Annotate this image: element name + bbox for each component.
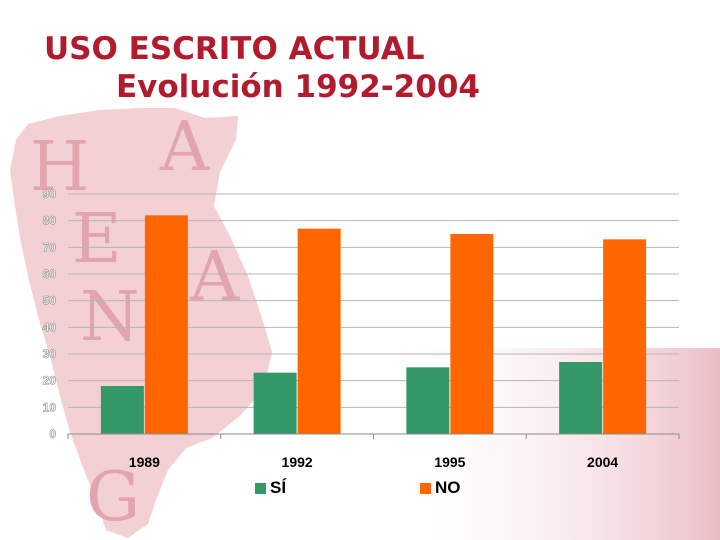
watermark-letter: A [159, 108, 210, 187]
x-tick-label: 1992 [282, 454, 313, 470]
watermark-letter: G [86, 458, 140, 537]
bar-no-2004 [603, 239, 647, 434]
legend-swatch-no [420, 482, 431, 494]
bar-no-1995 [450, 234, 494, 434]
x-tick-label: 2004 [587, 454, 618, 470]
bar-si-1995 [406, 367, 450, 434]
y-tick-label: 80 [43, 214, 57, 228]
watermark-letter: N [80, 278, 140, 357]
region-map-shape [10, 108, 272, 538]
chart-bars [100, 215, 647, 434]
bar-no-1992 [297, 228, 341, 434]
watermark-letter: E [72, 200, 122, 279]
bar-si-1989 [100, 386, 144, 434]
x-tick-label: 1989 [129, 454, 160, 470]
legend-item-no: NO [420, 478, 461, 498]
legend-item-si: SÍ [255, 478, 286, 498]
y-tick-label: 10 [43, 400, 57, 414]
x-axis: 1989 1992 1995 2004 [67, 433, 680, 470]
watermark-letter: A [189, 238, 240, 317]
y-tick-label: 50 [43, 294, 57, 308]
slide-title: USO ESCRITO ACTUAL [44, 31, 425, 67]
y-axis-ticks: 0 10 20 30 40 50 60 70 80 90 [42, 187, 57, 442]
x-tick-label: 1995 [434, 454, 465, 470]
y-tick-label: 90 [43, 187, 57, 201]
y-tick-label: 60 [43, 267, 57, 281]
y-tick-label: 30 [43, 347, 57, 361]
slide-subtitle: Evolución 1992-2004 [116, 69, 480, 105]
legend-label-si: SÍ [270, 478, 287, 497]
legend-label-no: NO [435, 478, 461, 497]
bar-si-1992 [253, 372, 297, 434]
bar-no-1989 [144, 215, 188, 434]
y-tick-label: 40 [43, 320, 57, 334]
y-tick-label: 0 [49, 427, 56, 441]
legend-swatch-si [255, 482, 266, 494]
y-tick-label: 20 [43, 374, 57, 388]
y-tick-label: 70 [43, 240, 57, 254]
bar-si-2004 [559, 362, 603, 434]
